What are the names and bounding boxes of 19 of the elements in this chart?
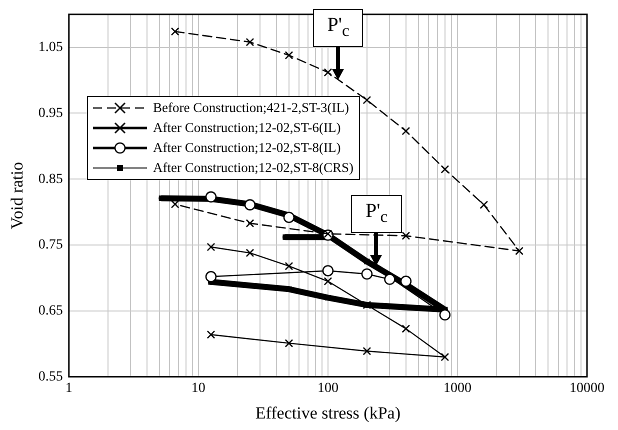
x-tick-label: 10000	[570, 380, 604, 396]
annotation: P'$_{c}$	[351, 195, 402, 234]
x-tick-label: 10	[191, 380, 206, 396]
legend-label: After Construction;12-02,ST-8(CRS)	[153, 159, 354, 177]
legend-label: Before Construction;421-2,ST-3(IL)	[153, 99, 349, 117]
y-axis-title: Void ratio	[8, 162, 27, 230]
x-tick-label: 100	[317, 380, 338, 396]
legend-label: After Construction;12-02,ST-6(IL)	[153, 119, 341, 137]
y-tick-label: 0.65	[38, 304, 63, 319]
x-tick-label: 1000	[443, 380, 472, 396]
legend-label: After Construction;12-02,ST-8(IL)	[153, 139, 341, 157]
y-tick-label: 1.05	[38, 40, 63, 56]
x-tick-label: 1	[65, 380, 72, 396]
x-axis-title: Effective stress (kPa)	[255, 403, 400, 422]
annotation: P'$_{c}$	[313, 9, 364, 48]
y-tick-label: 0.95	[38, 106, 63, 121]
y-tick-label: 0.75	[38, 238, 63, 253]
y-tick-label: 0.85	[38, 172, 63, 187]
y-tick-label: 0.55	[38, 369, 63, 384]
